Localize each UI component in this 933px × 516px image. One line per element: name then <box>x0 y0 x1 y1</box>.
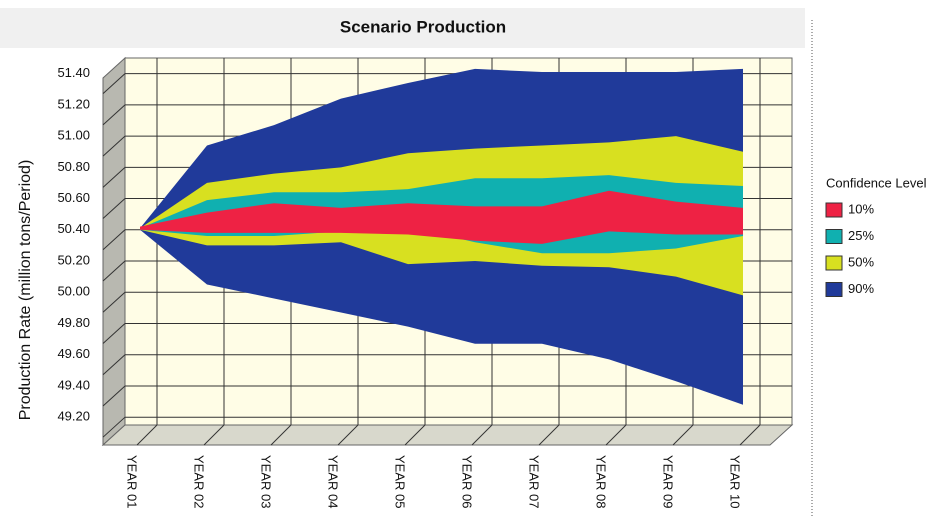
x-tick-label: YEAR 04 <box>326 455 341 508</box>
x-tick-label: YEAR 01 <box>125 455 140 508</box>
x-tick-label: YEAR 03 <box>259 455 274 508</box>
floor-line <box>672 424 694 446</box>
y-tick-label: 51.20 <box>57 96 90 111</box>
x-tick-label: YEAR 07 <box>527 455 542 508</box>
y-tick-label: 49.20 <box>57 409 90 424</box>
y-tick-label: 50.80 <box>57 159 90 174</box>
legend-swatch <box>825 202 843 218</box>
floor-line <box>136 424 158 446</box>
grid-line-side <box>102 416 126 438</box>
y-tick-label: 50.00 <box>57 284 90 299</box>
y-tick-label: 50.40 <box>57 221 90 236</box>
legend-swatch <box>825 255 843 271</box>
y-tick-label: 50.60 <box>57 190 90 205</box>
grid-line-side <box>102 291 126 313</box>
y-tick-label: 51.00 <box>57 128 90 143</box>
x-tick-label: YEAR 05 <box>393 455 408 508</box>
title-bar <box>0 8 805 48</box>
legend-label: 90% <box>848 281 874 296</box>
y-tick-label: 49.40 <box>57 377 90 392</box>
grid-line-side <box>102 166 126 188</box>
legend-label: 50% <box>848 254 874 269</box>
y-axis-label: Production Rate (million tons/Period) <box>17 160 34 421</box>
x-tick-label: YEAR 08 <box>594 455 609 508</box>
floor-line <box>739 424 761 446</box>
grid-line-side <box>102 73 126 94</box>
y-tick-label: 49.80 <box>57 315 90 330</box>
x-tick-label: YEAR 06 <box>460 455 475 508</box>
x-tick-label: YEAR 10 <box>728 455 743 508</box>
legend-title: Confidence Level <box>826 175 927 190</box>
grid-line-side <box>102 229 126 251</box>
floor-line <box>337 424 359 446</box>
floor-line <box>404 424 426 446</box>
band-area <box>140 190 743 244</box>
legend-swatch <box>825 229 843 244</box>
legend-swatch <box>825 282 843 297</box>
x-tick-label: YEAR 02 <box>192 455 207 508</box>
legend-label: 25% <box>848 228 874 243</box>
floor-line <box>471 424 493 446</box>
grid-line-side <box>102 135 126 157</box>
y-tick-label: 49.60 <box>57 346 90 361</box>
grid-line-side <box>102 198 126 219</box>
left-wall <box>102 56 126 447</box>
floor-line <box>203 424 225 446</box>
floor-line <box>270 424 292 446</box>
floor-line <box>605 424 627 446</box>
chart-title: Scenario Production <box>340 17 506 36</box>
floor-line <box>538 424 560 446</box>
legend-label: 10% <box>848 201 874 216</box>
grid-line-side <box>102 323 126 344</box>
grid-line-side <box>102 385 126 407</box>
grid-line-side <box>102 260 126 282</box>
x-tick-label: YEAR 09 <box>661 455 676 508</box>
y-tick-label: 51.40 <box>57 65 90 80</box>
grid-line-side <box>102 354 126 376</box>
grid-line-side <box>102 104 126 126</box>
y-tick-label: 50.20 <box>57 252 90 267</box>
